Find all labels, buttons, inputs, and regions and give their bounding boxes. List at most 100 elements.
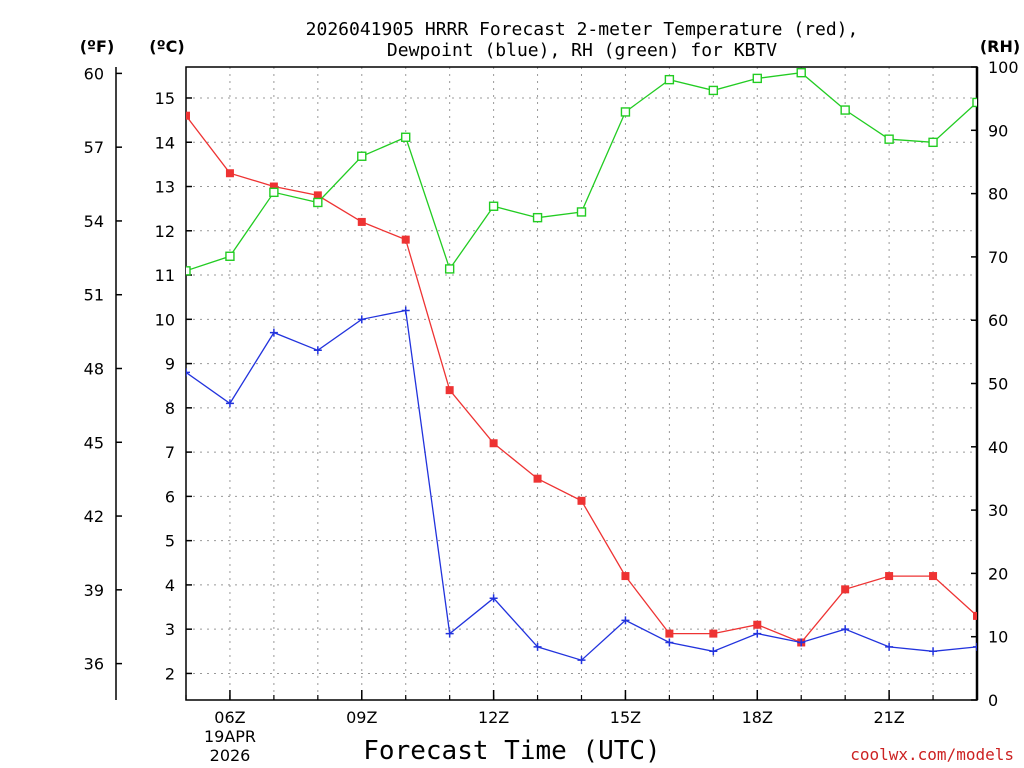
fahrenheit-tick-label-45: 45 [84, 433, 104, 452]
series-1-point-12 [489, 594, 498, 603]
fahrenheit-tick-label-57: 57 [84, 138, 104, 157]
series-0-point-6 [225, 169, 234, 178]
gridlines [186, 67, 977, 700]
series-1-point-15 [621, 616, 630, 625]
rh-tick-label-10: 10 [988, 628, 1008, 647]
series-2-point-14 [576, 207, 587, 217]
series-2-meter-temperature [186, 111, 977, 647]
fahrenheit-tick-label-36: 36 [84, 655, 104, 674]
celsius-tick-label-4: 4 [165, 576, 175, 595]
axes: 3639424548515457602345678910111213141501… [84, 58, 1019, 727]
series-layer [186, 67, 977, 665]
series-0-point-18 [753, 620, 762, 629]
series-2-point-6 [225, 251, 235, 261]
series-2-point-7 [269, 187, 279, 198]
fahrenheit-tick-label-48: 48 [84, 359, 104, 378]
rh-tick-label-20: 20 [988, 564, 1008, 583]
series-2-point-21 [884, 134, 894, 144]
series-2-point-22 [928, 137, 938, 148]
series-2-point-19 [796, 67, 806, 78]
fahrenheit-tick-label-60: 60 [84, 64, 104, 83]
celsius-tick-label-3: 3 [165, 620, 175, 639]
series-dewpoint [186, 306, 977, 665]
series-1-point-20 [841, 625, 850, 634]
rh-tick-label-80: 80 [988, 185, 1008, 204]
celsius-tick-label-14: 14 [155, 133, 175, 152]
series-2-point-9 [357, 151, 367, 161]
series-2-point-16 [664, 74, 675, 85]
series-1-point-5 [186, 368, 190, 377]
series-0-point-13 [533, 474, 542, 483]
series-1-point-18 [753, 629, 762, 638]
celsius-tick-label-8: 8 [165, 399, 175, 418]
series-1-point-9 [357, 315, 366, 324]
date-label-day: 19APR [204, 727, 256, 746]
series-0-point-20 [841, 585, 850, 594]
rh-tick-label-0: 0 [988, 691, 998, 710]
celsius-tick-label-10: 10 [155, 310, 175, 329]
series-2-point-13 [532, 212, 543, 223]
fahrenheit-tick-label-39: 39 [84, 581, 104, 600]
series-0-point-9 [357, 217, 366, 226]
series-0-point-14 [577, 496, 586, 505]
series-1-point-11 [445, 629, 454, 638]
rh-tick-label-70: 70 [988, 248, 1008, 267]
celsius-tick-label-15: 15 [155, 89, 175, 108]
x-tick-label-18Z: 18Z [742, 708, 773, 727]
celsius-tick-label-7: 7 [165, 443, 175, 462]
chart-title-line1: 2026041905 HRRR Forecast 2-meter Tempera… [306, 19, 859, 40]
series-1-point-14 [577, 656, 586, 665]
series-0-point-15 [621, 572, 630, 581]
series-2-point-20 [840, 105, 850, 115]
series-2-point-15 [620, 107, 631, 117]
series-0-point-12 [489, 439, 498, 448]
celsius-unit-label: (ºC) [149, 37, 184, 56]
series-1-point-7 [269, 328, 278, 337]
fahrenheit-unit-label: (ºF) [80, 37, 115, 56]
series-0-point-17 [709, 629, 718, 638]
series-2-point-18 [752, 73, 762, 84]
x-tick-label-21Z: 21Z [873, 708, 904, 727]
chart-title-line2: Dewpoint (blue), RH (green) for KBTV [387, 40, 777, 61]
series-0-point-16 [665, 629, 674, 638]
x-tick-label-15Z: 15Z [610, 708, 641, 727]
date-label-year: 2026 [210, 746, 251, 765]
series-1-point-22 [929, 647, 938, 656]
series-1-point-6 [225, 399, 234, 408]
fahrenheit-tick-label-54: 54 [84, 212, 104, 231]
rh-tick-label-90: 90 [988, 121, 1008, 140]
series-0-point-7 [269, 182, 278, 191]
fahrenheit-tick-label-42: 42 [84, 507, 104, 526]
series-2-point-8 [313, 197, 323, 208]
celsius-tick-label-13: 13 [155, 178, 175, 197]
series-rh [186, 67, 977, 276]
series-1-point-19 [797, 638, 806, 647]
credit-label: coolwx.com/models [850, 745, 1014, 764]
celsius-tick-label-11: 11 [155, 266, 175, 285]
series-2-point-10 [401, 132, 411, 142]
series-0-point-8 [313, 191, 322, 200]
series-1-point-13 [533, 642, 542, 651]
series-2-point-11 [444, 264, 455, 274]
rh-tick-label-100: 100 [988, 58, 1019, 77]
series-0-point-11 [445, 386, 454, 395]
series-2-point-17 [708, 85, 719, 96]
rh-tick-label-40: 40 [988, 438, 1008, 457]
series-0-point-10 [401, 235, 410, 244]
celsius-tick-label-5: 5 [165, 532, 175, 551]
series-2-point-23 [972, 97, 977, 108]
series-1-point-21 [885, 642, 894, 651]
series-1-point-10 [401, 306, 410, 315]
rh-tick-label-30: 30 [988, 501, 1008, 520]
rh-unit-label: (RH) [980, 37, 1020, 56]
series-1-point-17 [709, 647, 718, 656]
rh-tick-label-50: 50 [988, 375, 1008, 394]
celsius-tick-label-12: 12 [155, 222, 175, 241]
series-2-point-12 [488, 201, 499, 211]
x-tick-label-09Z: 09Z [346, 708, 377, 727]
series-0-point-23 [973, 611, 977, 620]
series-1-point-8 [313, 346, 322, 355]
x-axis-label: Forecast Time (UTC) [363, 736, 660, 766]
series-1-point-23 [973, 642, 977, 651]
